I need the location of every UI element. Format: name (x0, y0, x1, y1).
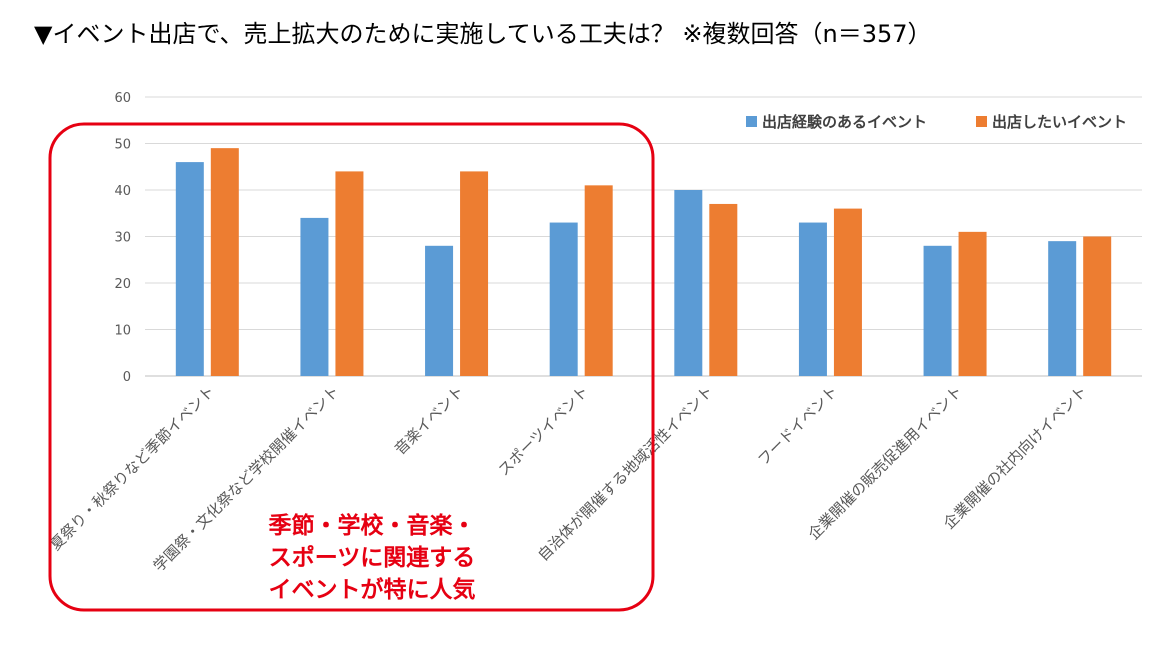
bar-desired (709, 203, 738, 376)
bar-desired (833, 208, 862, 376)
bar-desired (335, 171, 364, 376)
y-tick-label: 60 (114, 91, 131, 106)
bar-experienced (425, 245, 454, 376)
x-tick-label: 企業開催の社内向けイベント (940, 382, 1091, 533)
grid-lines (145, 96, 1142, 377)
annotation-line: イベントが特に人気 (268, 577, 476, 603)
bar-desired (1083, 236, 1112, 376)
bar-desired (210, 148, 239, 376)
highlight-box (48, 122, 655, 612)
y-tick-label: 40 (114, 184, 131, 199)
x-tick-label: スポーツイベント (495, 382, 592, 479)
annotation-callout: 季節・学校・音楽・ スポーツに関連する イベントが特に人気 (252, 508, 492, 608)
x-tick-label: 音楽イベント (391, 382, 467, 458)
annotation-line: 季節・学校・音楽・ (268, 513, 476, 539)
y-tick-label: 0 (123, 370, 131, 385)
x-tick-label: フードイベント (754, 382, 841, 469)
bar-desired (958, 231, 987, 376)
bar-experienced (923, 245, 952, 376)
legend-label: 出店経験のあるイベント (762, 113, 927, 131)
y-axis-ticks: 0 10 20 30 40 50 60 (114, 91, 131, 385)
bar-desired (584, 185, 613, 376)
y-tick-label: 10 (114, 324, 131, 339)
bar-experienced (674, 190, 703, 376)
legend-swatch (746, 116, 757, 127)
bars (175, 148, 1112, 376)
legend-swatch (976, 116, 987, 127)
legend: 出店経験のあるイベント 出店したいイベント (746, 113, 1127, 131)
y-tick-label: 20 (114, 277, 131, 292)
bar-experienced (1048, 241, 1077, 376)
bar-experienced (549, 222, 578, 376)
y-tick-label: 50 (114, 138, 131, 153)
bar-desired (460, 171, 489, 376)
annotation-line: スポーツに関連する (268, 545, 476, 571)
chart-title: ▼イベント出店で、売上拡大のために実施している工夫は？ ※複数回答（n＝357） (34, 20, 932, 48)
y-tick-label: 30 (114, 231, 131, 246)
bar-experienced (175, 162, 204, 376)
bar-experienced (300, 217, 329, 376)
bar-experienced (798, 222, 827, 376)
legend-label: 出店したいイベント (992, 113, 1127, 131)
